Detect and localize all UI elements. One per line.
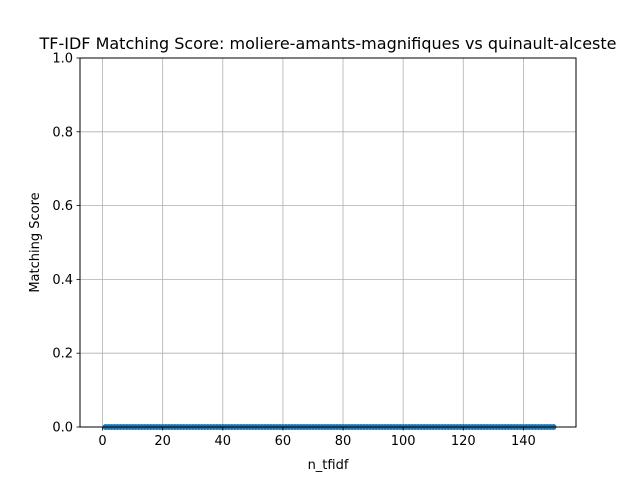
y-axis: 0.0 0.2 0.4 0.6 0.8 1.0 bbox=[52, 52, 80, 436]
x-tick-label: 0 bbox=[98, 434, 106, 449]
x-tick-label: 80 bbox=[335, 434, 352, 449]
x-tick-label: 40 bbox=[215, 434, 232, 449]
plot-frame bbox=[79, 57, 577, 428]
x-tick-label: 60 bbox=[275, 434, 292, 449]
y-axis-label: Matching Score bbox=[28, 192, 43, 292]
x-tick-label: 120 bbox=[451, 434, 476, 449]
x-tick-label: 140 bbox=[511, 434, 536, 449]
chart-title: TF-IDF Matching Score: moliere-amants-ma… bbox=[38, 34, 616, 53]
x-axis: 0 20 40 60 80 100 120 140 bbox=[98, 427, 536, 449]
y-tick-label: 0.6 bbox=[52, 199, 73, 214]
y-tick-label: 0.8 bbox=[52, 125, 73, 140]
x-axis-label: n_tfidf bbox=[308, 458, 349, 473]
y-tick-label: 0.0 bbox=[52, 421, 73, 436]
x-tick-label: 100 bbox=[391, 434, 416, 449]
y-tick-label: 1.0 bbox=[52, 52, 73, 67]
y-tick-label: 0.4 bbox=[52, 273, 73, 288]
x-tick-label: 20 bbox=[154, 434, 171, 449]
y-tick-label: 0.2 bbox=[52, 347, 73, 362]
